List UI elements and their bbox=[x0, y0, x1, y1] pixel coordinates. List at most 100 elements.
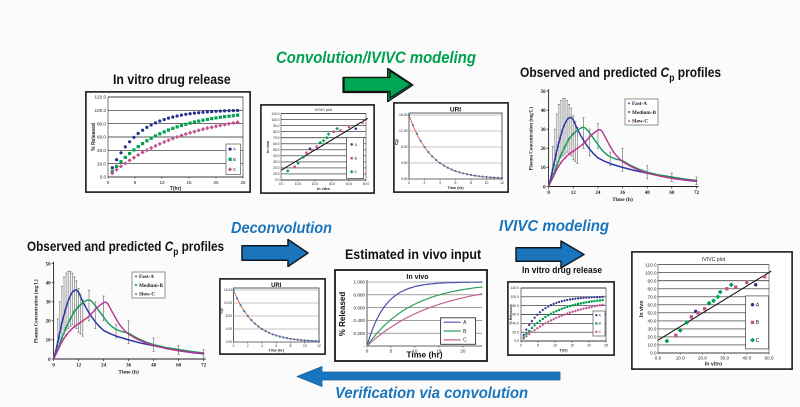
svg-text:20: 20 bbox=[460, 348, 466, 353]
svg-text:30: 30 bbox=[541, 128, 547, 133]
svg-text:16.00: 16.00 bbox=[399, 113, 408, 117]
svg-text:Medium-B: Medium-B bbox=[139, 283, 163, 289]
svg-text:20: 20 bbox=[213, 180, 219, 185]
svg-text:80.0: 80.0 bbox=[648, 286, 657, 291]
svg-text:5: 5 bbox=[390, 348, 393, 353]
svg-text:50.0: 50.0 bbox=[648, 310, 657, 315]
svg-text:0.800: 0.800 bbox=[354, 293, 366, 298]
svg-text:30.0: 30.0 bbox=[720, 355, 729, 360]
svg-text:0: 0 bbox=[52, 364, 55, 369]
svg-text:20: 20 bbox=[541, 147, 547, 152]
svg-text:40: 40 bbox=[46, 281, 52, 286]
svg-text:T(hr): T(hr) bbox=[559, 348, 568, 352]
svg-text:A: A bbox=[354, 143, 357, 147]
svg-text:B: B bbox=[463, 329, 467, 335]
svg-text:In vitro: In vitro bbox=[705, 362, 722, 368]
svg-text:30: 30 bbox=[46, 301, 52, 306]
svg-text:% Released: % Released bbox=[509, 305, 513, 325]
svg-text:40.0: 40.0 bbox=[648, 319, 657, 324]
svg-text:110.0: 110.0 bbox=[645, 262, 657, 267]
svg-text:20.0: 20.0 bbox=[698, 355, 707, 360]
svg-text:10: 10 bbox=[553, 344, 557, 348]
svg-text:4.00: 4.00 bbox=[401, 161, 408, 165]
svg-text:10: 10 bbox=[485, 181, 489, 185]
svg-text:0.400: 0.400 bbox=[354, 318, 366, 323]
svg-text:20.0: 20.0 bbox=[312, 182, 319, 186]
svg-text:Slow-C: Slow-C bbox=[139, 291, 155, 297]
svg-text:48: 48 bbox=[645, 191, 651, 196]
svg-text:In vitro: In vitro bbox=[317, 187, 330, 191]
svg-text:0.600: 0.600 bbox=[354, 305, 366, 310]
svg-text:A: A bbox=[599, 313, 602, 317]
svg-text:10: 10 bbox=[412, 348, 418, 353]
svg-text:8.00: 8.00 bbox=[401, 145, 408, 149]
svg-text:A: A bbox=[233, 147, 237, 152]
svg-text:40.0: 40.0 bbox=[273, 154, 280, 158]
svg-text:8.00: 8.00 bbox=[226, 314, 232, 318]
svg-text:48: 48 bbox=[151, 364, 157, 369]
svg-text:72: 72 bbox=[201, 364, 207, 369]
svg-text:2: 2 bbox=[247, 344, 249, 348]
svg-text:0.0: 0.0 bbox=[275, 178, 280, 182]
svg-text:60: 60 bbox=[669, 191, 675, 196]
svg-text:40.0: 40.0 bbox=[346, 182, 353, 186]
svg-text:60.0: 60.0 bbox=[512, 313, 519, 317]
svg-text:90.0: 90.0 bbox=[648, 278, 657, 283]
svg-text:B: B bbox=[599, 322, 602, 326]
svg-text:40: 40 bbox=[541, 109, 547, 114]
svg-text:60: 60 bbox=[176, 364, 182, 369]
svg-text:16.00: 16.00 bbox=[224, 288, 232, 292]
svg-text:120.0: 120.0 bbox=[95, 95, 107, 100]
svg-text:100.0: 100.0 bbox=[645, 270, 657, 275]
svg-text:T(hr): T(hr) bbox=[170, 186, 182, 192]
svg-text:4: 4 bbox=[439, 181, 441, 185]
svg-text:0.0: 0.0 bbox=[279, 182, 284, 186]
svg-text:8: 8 bbox=[290, 344, 292, 348]
svg-text:50: 50 bbox=[541, 90, 547, 95]
svg-text:25: 25 bbox=[604, 344, 608, 348]
svg-text:50.0: 50.0 bbox=[765, 355, 774, 360]
svg-text:10: 10 bbox=[46, 339, 52, 344]
svg-text:20.0: 20.0 bbox=[273, 166, 280, 170]
svg-text:60.0: 60.0 bbox=[97, 135, 106, 140]
svg-text:IVIVC plot: IVIVC plot bbox=[315, 108, 333, 112]
svg-text:120.0: 120.0 bbox=[511, 286, 520, 290]
svg-text:50: 50 bbox=[46, 262, 52, 267]
svg-text:IVIVC plot: IVIVC plot bbox=[702, 257, 726, 263]
svg-text:6: 6 bbox=[275, 344, 277, 348]
svg-text:0: 0 bbox=[233, 344, 235, 348]
svg-text:70.0: 70.0 bbox=[273, 136, 280, 140]
svg-text:12: 12 bbox=[76, 364, 82, 369]
svg-text:10.0: 10.0 bbox=[676, 355, 685, 360]
svg-text:C: C bbox=[756, 338, 760, 344]
svg-text:10: 10 bbox=[541, 166, 547, 171]
svg-text:C: C bbox=[354, 170, 357, 174]
svg-text:12: 12 bbox=[571, 191, 577, 196]
svg-text:20: 20 bbox=[587, 344, 591, 348]
svg-text:90.0: 90.0 bbox=[273, 124, 280, 128]
svg-text:100.0: 100.0 bbox=[271, 118, 279, 122]
svg-text:0: 0 bbox=[547, 191, 550, 196]
svg-text:5: 5 bbox=[537, 344, 539, 348]
svg-text:0.00: 0.00 bbox=[401, 177, 408, 181]
svg-text:20.0: 20.0 bbox=[512, 330, 519, 334]
svg-text:80.0: 80.0 bbox=[273, 130, 280, 134]
svg-text:C: C bbox=[599, 330, 602, 334]
svg-text:Fast-A: Fast-A bbox=[632, 101, 647, 107]
svg-text:0.0: 0.0 bbox=[650, 351, 657, 356]
svg-text:In vivo: In vivo bbox=[266, 140, 270, 153]
svg-text:24: 24 bbox=[101, 364, 107, 369]
svg-text:-: - bbox=[363, 344, 365, 349]
svg-text:10.0: 10.0 bbox=[273, 172, 280, 176]
svg-text:URI: URI bbox=[450, 107, 461, 114]
svg-text:5: 5 bbox=[134, 180, 137, 185]
svg-text:% Released: % Released bbox=[91, 123, 97, 151]
svg-text:Plasma Concentration (mg/L): Plasma Concentration (mg/L) bbox=[35, 279, 40, 343]
svg-text:0.0: 0.0 bbox=[100, 175, 107, 180]
svg-text:A: A bbox=[463, 320, 467, 326]
svg-text:40.0: 40.0 bbox=[97, 148, 106, 153]
svg-text:C: C bbox=[233, 167, 237, 172]
svg-text:80.0: 80.0 bbox=[512, 304, 519, 308]
svg-text:10.0: 10.0 bbox=[295, 182, 302, 186]
svg-text:15: 15 bbox=[570, 344, 574, 348]
